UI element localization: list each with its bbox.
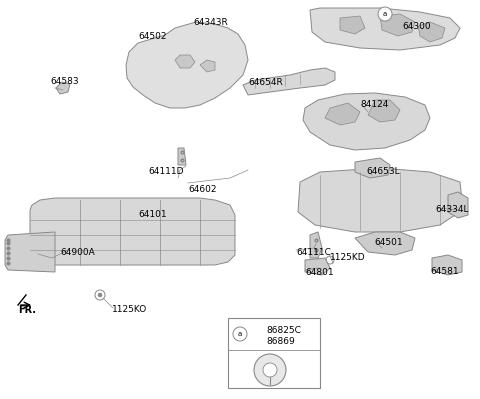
Polygon shape: [305, 258, 330, 275]
Text: 64300: 64300: [402, 22, 431, 31]
Text: a: a: [238, 331, 242, 337]
Polygon shape: [355, 232, 415, 255]
Text: 86825C: 86825C: [266, 326, 301, 335]
Polygon shape: [310, 8, 460, 50]
Text: 1125KO: 1125KO: [112, 305, 147, 314]
Polygon shape: [298, 168, 462, 232]
Polygon shape: [243, 68, 335, 95]
Text: a: a: [383, 11, 387, 17]
Polygon shape: [175, 55, 195, 68]
Polygon shape: [340, 16, 365, 34]
Circle shape: [98, 293, 102, 297]
Text: 84124: 84124: [360, 100, 388, 109]
Polygon shape: [178, 148, 186, 165]
Text: 64101: 64101: [138, 210, 167, 219]
Circle shape: [233, 327, 247, 341]
Text: 64581: 64581: [430, 267, 458, 276]
Text: 64343R: 64343R: [193, 18, 228, 27]
Circle shape: [254, 354, 286, 386]
Text: 64334L: 64334L: [435, 205, 468, 214]
Text: 1125KD: 1125KD: [330, 253, 366, 262]
Polygon shape: [368, 100, 400, 122]
Polygon shape: [200, 60, 215, 72]
Polygon shape: [30, 198, 235, 265]
Text: 64801: 64801: [305, 268, 334, 277]
Text: 64111D: 64111D: [148, 167, 183, 176]
Circle shape: [263, 363, 277, 377]
Polygon shape: [126, 22, 248, 108]
Text: 64653L: 64653L: [366, 167, 400, 176]
Text: FR.: FR.: [18, 305, 36, 315]
Polygon shape: [380, 14, 415, 36]
Text: 64501: 64501: [374, 238, 403, 247]
Text: 64111C: 64111C: [296, 248, 331, 257]
Polygon shape: [325, 103, 360, 125]
Polygon shape: [432, 255, 462, 275]
Circle shape: [378, 7, 392, 21]
Text: 64583: 64583: [50, 77, 79, 86]
Text: 64602: 64602: [188, 185, 216, 194]
Text: 64502: 64502: [138, 32, 167, 41]
Text: 86869: 86869: [266, 337, 295, 346]
Polygon shape: [448, 192, 468, 218]
Bar: [228, 318, 320, 388]
Polygon shape: [5, 232, 55, 272]
Text: 64654R: 64654R: [248, 78, 283, 87]
Polygon shape: [56, 82, 70, 94]
Text: 64900A: 64900A: [60, 248, 95, 257]
Polygon shape: [418, 22, 445, 42]
Polygon shape: [310, 232, 322, 258]
Polygon shape: [303, 93, 430, 150]
Polygon shape: [355, 158, 390, 178]
